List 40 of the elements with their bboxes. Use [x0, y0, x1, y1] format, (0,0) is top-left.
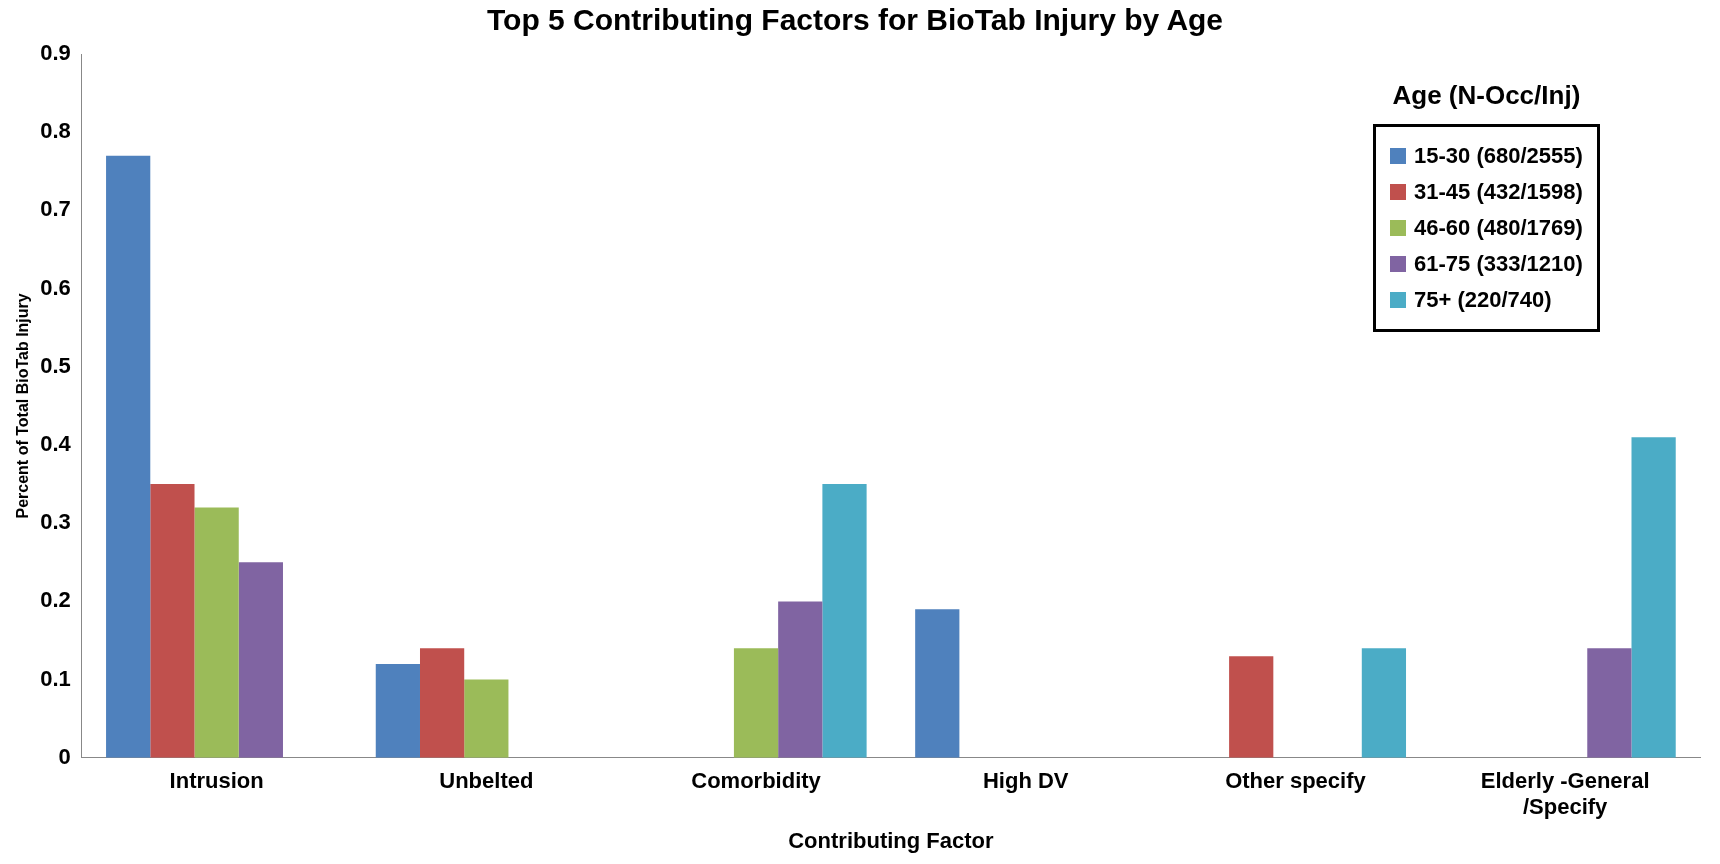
bar: [1229, 656, 1274, 758]
bar: [375, 663, 420, 758]
bar: [1587, 648, 1632, 758]
bar: [778, 601, 823, 758]
legend-label: 61-75 (333/1210): [1414, 251, 1583, 277]
bar: [194, 507, 239, 758]
bar: [733, 648, 779, 758]
x-tick-label: Comorbidity: [691, 768, 822, 794]
x-tick-label: Intrusion: [169, 768, 264, 794]
y-tick-label: 0.9: [40, 40, 71, 66]
x-tick-label: Elderly -General /Specify: [1480, 768, 1650, 820]
y-tick-label: 0.8: [40, 118, 71, 144]
x-tick-label: Unbelted: [439, 768, 534, 794]
y-axis-title: Percent of Total BioTab Injury: [14, 293, 32, 519]
y-tick-label: 0.4: [40, 431, 72, 457]
y-tick-label: 0.1: [40, 665, 71, 691]
y-tick-label: 0.2: [40, 587, 71, 613]
bar: [150, 484, 195, 758]
legend-label: 15-30 (680/2555): [1414, 143, 1583, 169]
bar: [915, 609, 960, 758]
y-tick-label: 0.7: [40, 196, 71, 222]
legend-title: Age (N-Occ/Inj): [1392, 80, 1581, 111]
y-tick-label: 0: [58, 743, 71, 769]
bar: [822, 484, 867, 758]
bar: [106, 155, 151, 758]
bar: [1631, 437, 1676, 758]
legend-label: 75+ (220/740): [1414, 287, 1552, 313]
legend-label: 46-60 (480/1769): [1414, 215, 1583, 241]
x-axis-title: Contributing Factor: [788, 827, 994, 853]
x-tick-label: Other specify: [1225, 768, 1367, 794]
y-tick-label: 0.5: [40, 352, 71, 378]
bar: [419, 648, 465, 758]
legend-label: 31-45 (432/1598): [1414, 179, 1583, 205]
y-tick-label: 0.3: [40, 509, 71, 535]
chart-title: Top 5 Contributing Factors for BioTab Injury by Age: [486, 3, 1224, 37]
bar: [464, 679, 509, 758]
x-tick-label: High DV: [982, 768, 1069, 794]
bar: [1361, 648, 1407, 758]
bar: [238, 562, 283, 758]
y-tick-label: 0.6: [40, 274, 71, 300]
